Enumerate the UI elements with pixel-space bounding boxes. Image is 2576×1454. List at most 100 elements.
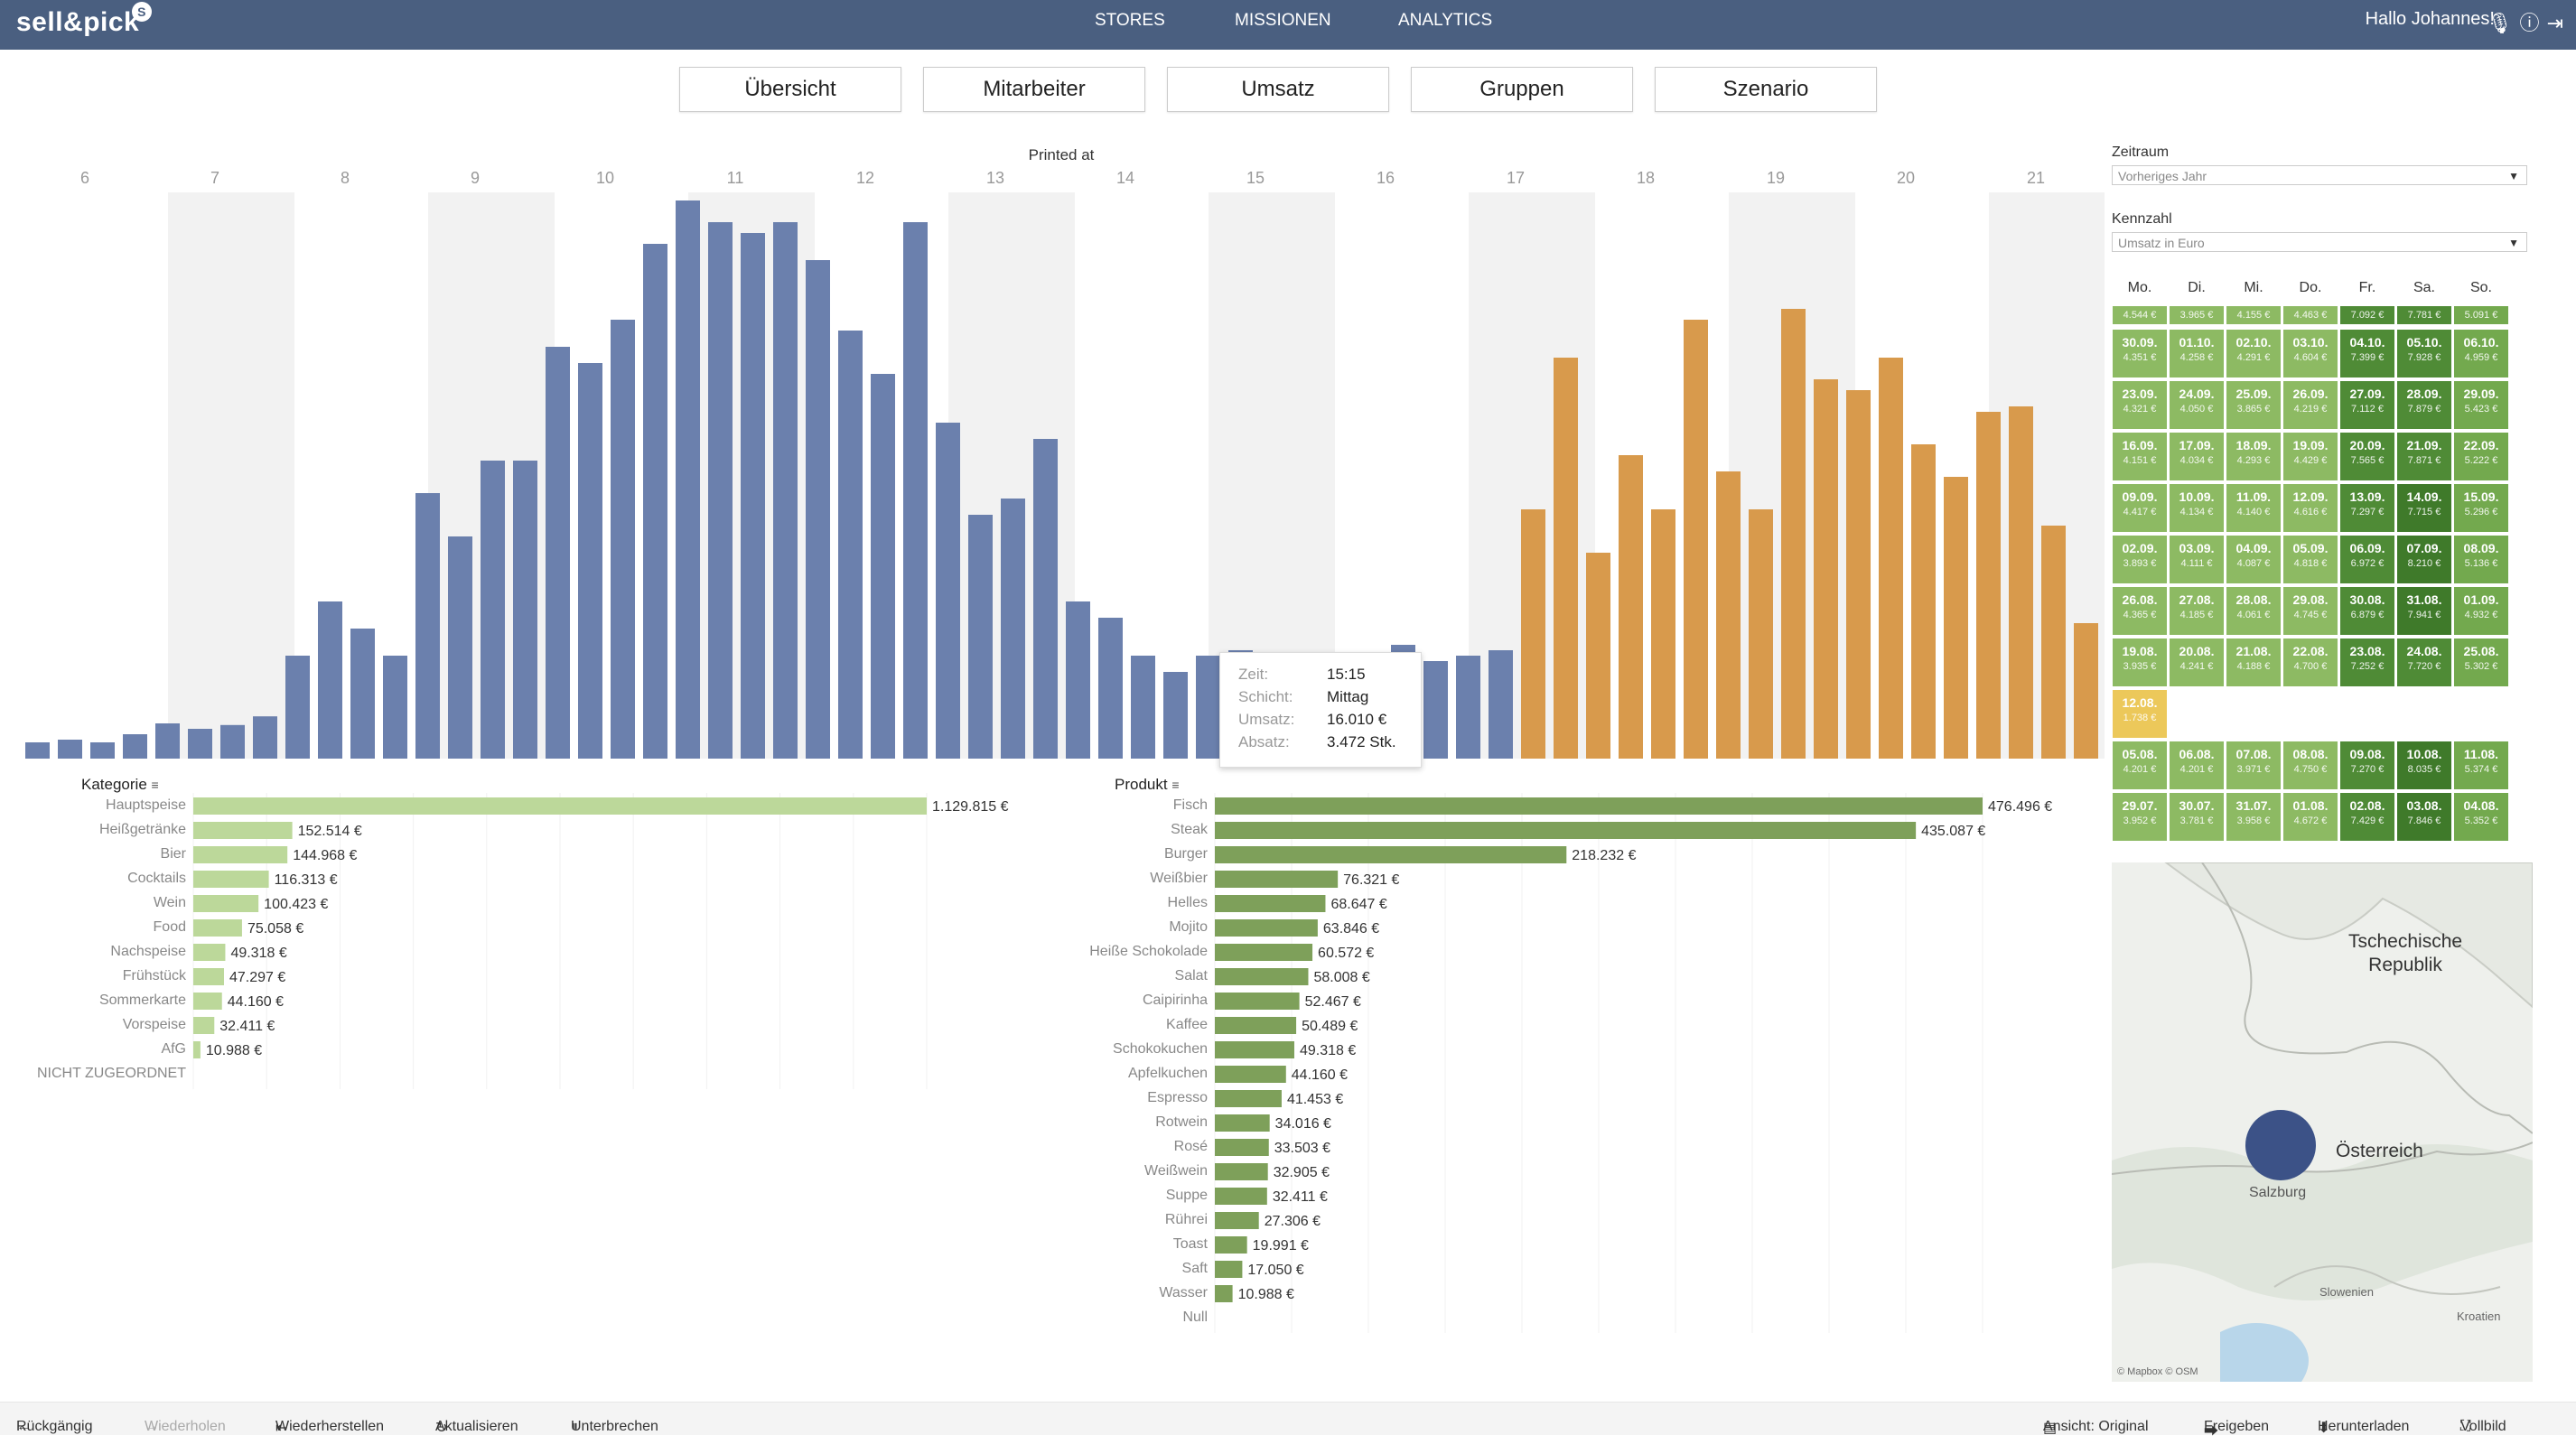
- time-bar[interactable]: [415, 493, 440, 759]
- nav-stores[interactable]: STORES: [1095, 11, 1165, 30]
- time-bar[interactable]: [1814, 379, 1838, 759]
- time-bar[interactable]: [871, 374, 895, 759]
- calendar-cell[interactable]: 05.09. 4.818 €: [2282, 535, 2338, 584]
- calendar-cell[interactable]: 07.08. 3.971 €: [2226, 741, 2282, 790]
- calendar-cell[interactable]: 26.09. 4.219 €: [2282, 380, 2338, 430]
- time-bar[interactable]: [1846, 390, 1871, 759]
- salzburg-marker[interactable]: [2245, 1110, 2316, 1180]
- calendar-cell[interactable]: 24.09. 4.050 €: [2169, 380, 2225, 430]
- calendar-cell[interactable]: 09.08. 7.270 €: [2339, 741, 2395, 790]
- category-bar[interactable]: [1215, 1212, 1259, 1229]
- category-bar[interactable]: [1215, 944, 1313, 961]
- category-bar[interactable]: [193, 944, 226, 961]
- time-bar[interactable]: [2009, 406, 2033, 759]
- calendar-cell[interactable]: 19.09. 4.429 €: [2282, 432, 2338, 481]
- time-bar[interactable]: [318, 601, 342, 759]
- calendar-cell[interactable]: 12.08. 1.738 €: [2112, 689, 2168, 739]
- time-bar[interactable]: [155, 723, 180, 759]
- time-bar[interactable]: [1098, 618, 1123, 759]
- time-bar[interactable]: [676, 200, 700, 759]
- category-bar[interactable]: [1215, 822, 1917, 839]
- mic-icon[interactable]: 🎙︎: [2487, 12, 2513, 34]
- category-bar[interactable]: [1215, 797, 1983, 815]
- help-icon[interactable]: ⓘ: [2519, 12, 2540, 34]
- tab-mitarbeiter[interactable]: Mitarbeiter: [923, 67, 1145, 112]
- time-bar[interactable]: [1001, 499, 1025, 759]
- category-bar[interactable]: [1215, 1285, 1233, 1302]
- category-bar[interactable]: [1215, 968, 1309, 985]
- calendar-cell[interactable]: 21.08. 4.188 €: [2226, 638, 2282, 687]
- category-bar[interactable]: [1215, 993, 1300, 1010]
- time-bar[interactable]: [578, 363, 602, 759]
- sort-icon[interactable]: ≡: [1171, 778, 1180, 792]
- tab-umsatz[interactable]: Umsatz: [1167, 67, 1389, 112]
- category-bar[interactable]: [1215, 1188, 1267, 1205]
- calendar-cell[interactable]: 03.10. 4.604 €: [2282, 329, 2338, 378]
- time-bar[interactable]: [773, 222, 798, 759]
- calendar-cell[interactable]: 20.09. 7.565 €: [2339, 432, 2395, 481]
- calendar-cell[interactable]: 08.08. 4.750 €: [2282, 741, 2338, 790]
- calendar-cell[interactable]: 23.08. 7.252 €: [2339, 638, 2395, 687]
- kategorie-header[interactable]: Kategorie ≡: [81, 776, 159, 794]
- time-bar[interactable]: [1196, 656, 1220, 759]
- category-bar[interactable]: [193, 993, 222, 1010]
- time-bar[interactable]: [1716, 471, 1741, 759]
- sort-icon[interactable]: ≡: [151, 778, 159, 792]
- calendar-cell[interactable]: 06.08. 4.201 €: [2169, 741, 2225, 790]
- calendar-cell[interactable]: 4.544 €: [2112, 305, 2168, 325]
- time-bar[interactable]: [58, 740, 82, 759]
- kategorie-bar-chart[interactable]: Hauptspeise 1.129.815 € Heißgetränke 152.51…: [0, 793, 1066, 1100]
- calendar-cell[interactable]: 28.09. 7.879 €: [2396, 380, 2452, 430]
- calendar-cell[interactable]: 23.09. 4.321 €: [2112, 380, 2168, 430]
- calendar-cell[interactable]: 13.09. 7.297 €: [2339, 483, 2395, 533]
- time-bar[interactable]: [383, 656, 407, 759]
- time-bar[interactable]: [903, 222, 928, 759]
- calendar-cell[interactable]: 22.09. 5.222 €: [2453, 432, 2509, 481]
- time-bar[interactable]: [2074, 623, 2098, 759]
- time-bar[interactable]: [838, 331, 863, 759]
- nav-missionen[interactable]: MISSIONEN: [1235, 11, 1331, 30]
- time-bar[interactable]: [611, 320, 635, 759]
- time-bar[interactable]: [1066, 601, 1090, 759]
- nav-analytics[interactable]: ANALYTICS: [1398, 11, 1493, 30]
- zeitraum-select[interactable]: Vorheriges Jahr ▼: [2112, 165, 2527, 185]
- calendar-cell[interactable]: 16.09. 4.151 €: [2112, 432, 2168, 481]
- calendar-cell[interactable]: 11.09. 4.140 €: [2226, 483, 2282, 533]
- time-bar[interactable]: [1586, 553, 1610, 759]
- tab-uebersicht[interactable]: Übersicht: [679, 67, 901, 112]
- calendar-cell[interactable]: 17.09. 4.034 €: [2169, 432, 2225, 481]
- time-bar[interactable]: [25, 742, 50, 759]
- calendar-cell[interactable]: 19.08. 3.935 €: [2112, 638, 2168, 687]
- time-bar[interactable]: [643, 244, 667, 759]
- time-bar[interactable]: [1456, 656, 1480, 759]
- app-logo[interactable]: sell&pick S: [16, 2, 152, 38]
- category-bar[interactable]: [193, 797, 927, 815]
- category-bar[interactable]: [1215, 1066, 1286, 1083]
- calendar-cell[interactable]: 30.09. 4.351 €: [2112, 329, 2168, 378]
- calendar-cell[interactable]: 05.10. 7.928 €: [2396, 329, 2452, 378]
- time-bar[interactable]: [1619, 455, 1643, 759]
- category-bar[interactable]: [193, 919, 242, 937]
- calendar-cell[interactable]: 27.09. 7.112 €: [2339, 380, 2395, 430]
- time-bar[interactable]: [741, 233, 765, 759]
- category-bar[interactable]: [193, 895, 259, 912]
- calendar-cell[interactable]: 09.09. 4.417 €: [2112, 483, 2168, 533]
- tab-szenario[interactable]: Szenario: [1655, 67, 1877, 112]
- time-bar[interactable]: [188, 729, 212, 759]
- time-bar[interactable]: [546, 347, 570, 759]
- calendar-cell[interactable]: 04.08. 5.352 €: [2453, 792, 2509, 842]
- calendar-cell[interactable]: 21.09. 7.871 €: [2396, 432, 2452, 481]
- calendar-cell[interactable]: 7.781 €: [2396, 305, 2452, 325]
- calendar-cell[interactable]: 24.08. 7.720 €: [2396, 638, 2452, 687]
- time-bar[interactable]: [708, 222, 733, 759]
- time-bar[interactable]: [1554, 358, 1578, 759]
- calendar-cell[interactable]: 04.10. 7.399 €: [2339, 329, 2395, 378]
- calendar-cell[interactable]: 07.09. 8.210 €: [2396, 535, 2452, 584]
- calendar-cell[interactable]: 12.09. 4.616 €: [2282, 483, 2338, 533]
- category-bar[interactable]: [193, 1017, 215, 1034]
- produkt-header[interactable]: Produkt ≡: [1115, 776, 1180, 794]
- time-bar[interactable]: [1911, 444, 1936, 759]
- calendar-cell[interactable]: 03.08. 7.846 €: [2396, 792, 2452, 842]
- calendar-cell[interactable]: 02.10. 4.291 €: [2226, 329, 2282, 378]
- category-bar[interactable]: [1215, 1114, 1270, 1132]
